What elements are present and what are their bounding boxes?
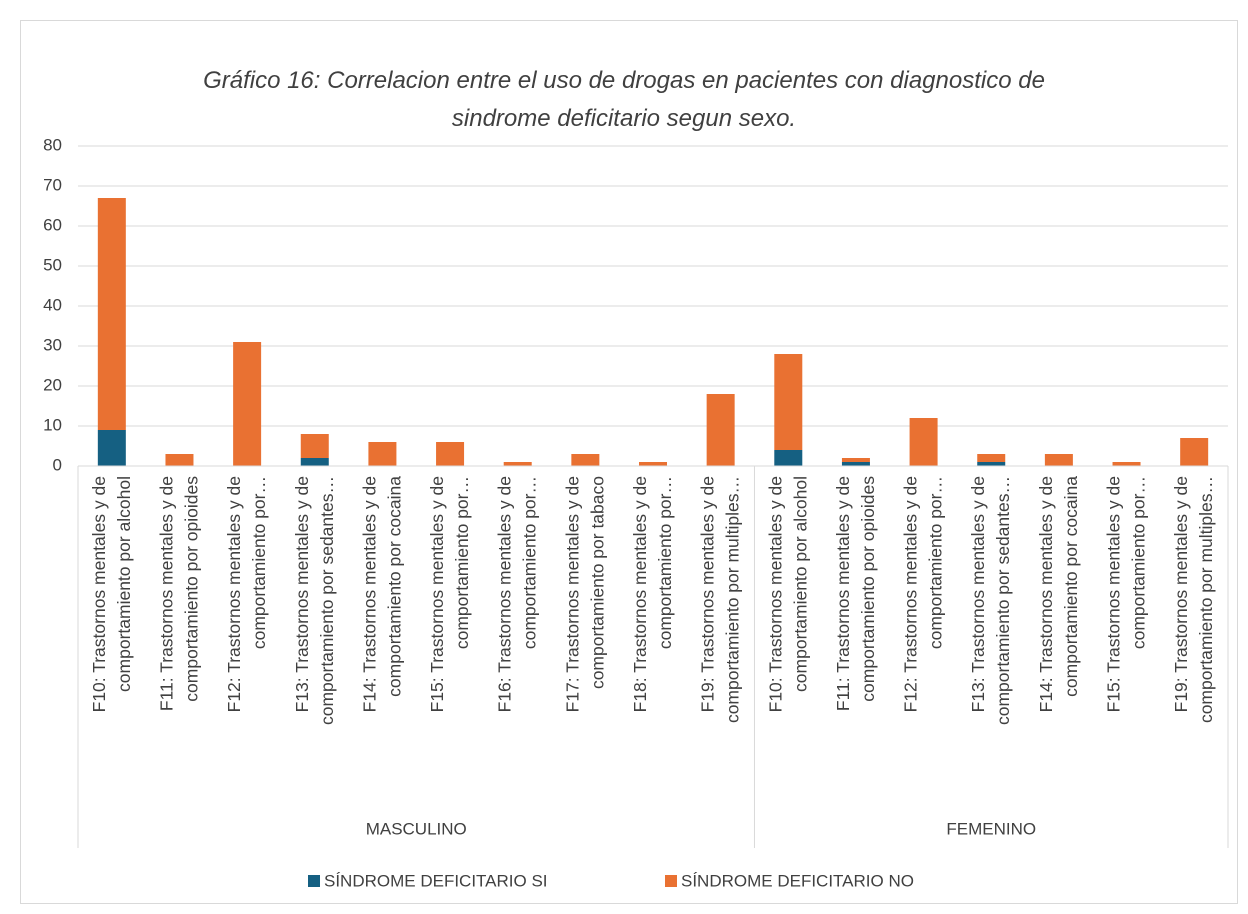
x-tick-label: F19: Trastornos mentales y de comportami… [1171,476,1217,724]
chart-title: Gráfico 16: Correlacion entre el uso de … [203,67,1045,132]
bar-segment [841,462,870,466]
x-tick-label: F17: Trastornos mentales y de comportami… [562,476,608,713]
bar-segment [436,442,465,466]
x-tick-label: F12: Trastornos mentales y de comportami… [900,476,946,713]
y-tick-label: 10 [43,415,62,434]
x-tick-label: F14: Trastornos mentales y de comportami… [359,476,405,713]
y-tick-label: 70 [43,175,62,194]
legend-label: SÍNDROME DEFICITARIO NO [681,871,914,890]
legend-swatch [308,875,320,887]
bar-segment [774,450,803,466]
bar-segment [97,198,126,430]
x-tick-label: F10: Trastornos mentales y de comportami… [765,476,811,713]
bar-segment [233,342,262,466]
x-tick-label: F15: Trastornos mentales y de comportami… [1103,476,1149,713]
bar-segment [1112,462,1141,466]
bar-segment [1180,438,1209,466]
x-tick-label: F13: Trastornos mentales y de comportami… [291,476,337,726]
bar-segment [368,442,397,466]
bar-segment [97,430,126,466]
bar-segment [841,458,870,462]
x-tick-label: F11: Trastornos mentales y de comportami… [156,476,202,712]
x-tick-label: F11: Trastornos mentales y de comportami… [832,476,878,712]
y-tick-label: 30 [43,335,62,354]
y-tick-label: 50 [43,255,62,274]
group-label: MASCULINO [366,819,467,838]
bar-segment [571,454,600,466]
legend-swatch [665,875,677,887]
x-tick-label: F19: Trastornos mentales y de comportami… [697,476,743,724]
x-tick-label: F12: Trastornos mentales y de comportami… [224,476,270,713]
bar-segment [300,434,329,458]
bar-segment [706,394,735,466]
y-tick-label: 20 [43,375,62,394]
x-tick-label: F10: Trastornos mentales y de comportami… [88,476,134,713]
y-tick-label: 60 [43,215,62,234]
y-tick-label: 0 [53,455,62,474]
bar-segment [1044,454,1073,466]
bar-segment [977,462,1006,466]
bar-segment [165,454,194,466]
x-tick-label: F14: Trastornos mentales y de comportami… [1035,476,1081,713]
bar-segment [639,462,667,466]
bar-segment [503,462,532,466]
x-tick-label: F18: Trastornos mentales y de comportami… [630,476,675,713]
bar-segment [977,454,1006,462]
group-label: FEMENINO [946,819,1036,838]
x-tick-label: F13: Trastornos mentales y de comportami… [968,476,1014,726]
x-tick-label: F16: Trastornos mentales y de comportami… [494,476,540,713]
chart-frame [20,20,1238,904]
y-tick-label: 40 [43,295,62,314]
bar-segment [300,458,329,466]
bar-segment [774,354,803,450]
bar-segment [909,418,938,466]
x-tick-label: F15: Trastornos mentales y de comportami… [427,476,473,713]
y-tick-label: 80 [43,135,62,154]
legend-label: SÍNDROME DEFICITARIO SI [324,871,548,890]
